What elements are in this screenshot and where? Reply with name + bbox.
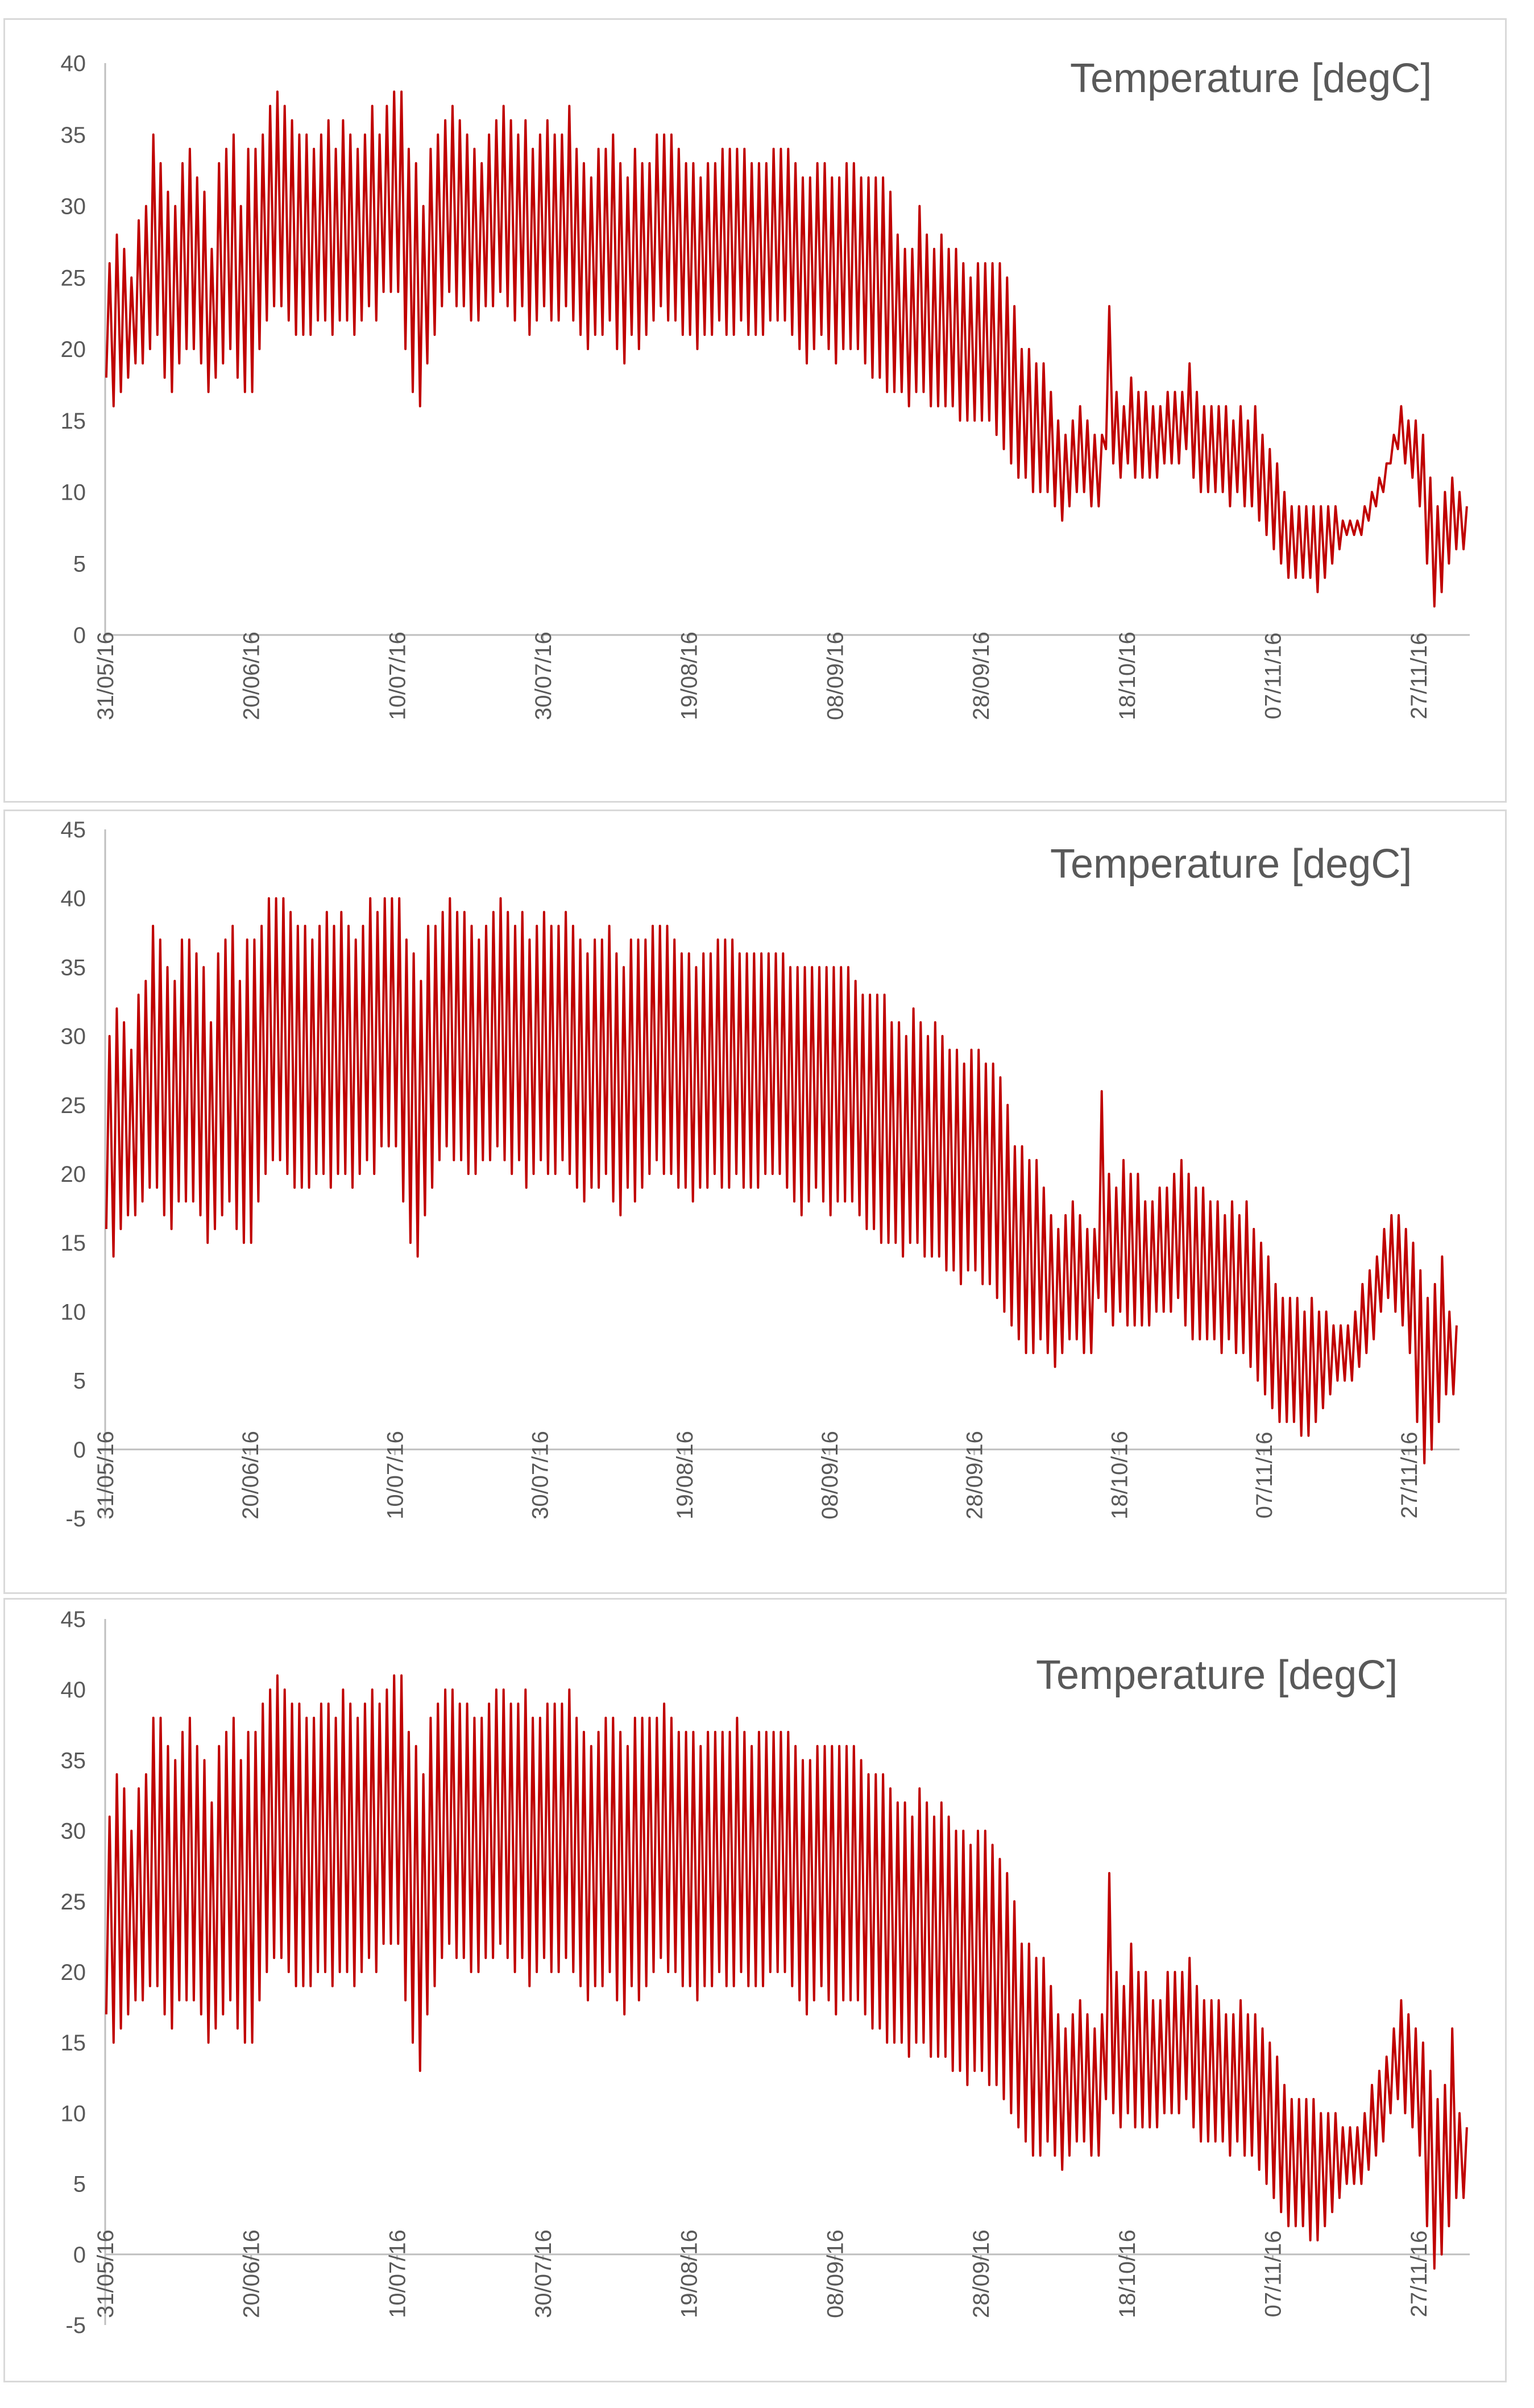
- x-tick-label: 30/07/16: [531, 2230, 556, 2318]
- x-tick-label: 10/07/16: [385, 2230, 410, 2318]
- y-tick-label: 25: [61, 1093, 86, 1118]
- chart-2-series: [105, 897, 1458, 1464]
- chart-1-yticks: 0 5 10 15 20 25 30 35 40: [61, 51, 86, 648]
- chart-1-title: Temperature [degC]: [1070, 56, 1432, 101]
- temperature-chart-2: -5 0 5 10 15 20 25 30 35 40 45 31/05/16 20/06/16 10/…: [3, 809, 1507, 1594]
- y-tick-label: 25: [61, 1890, 86, 1915]
- y-tick-label: 35: [61, 1748, 86, 1773]
- y-tick-label: 45: [61, 1607, 86, 1632]
- x-tick-label: 20/06/16: [239, 2230, 264, 2318]
- chart-3-axes: [104, 1619, 1470, 2325]
- y-tick-label: 15: [61, 2031, 86, 2056]
- y-tick-label: 20: [61, 1162, 86, 1187]
- x-tick-label: 28/09/16: [969, 632, 994, 720]
- x-tick-label: 27/11/16: [1407, 2231, 1432, 2318]
- y-tick-label: 40: [61, 1678, 86, 1703]
- chart-2-title: Temperature [degC]: [1050, 841, 1412, 887]
- temperature-series-line: [105, 1674, 1468, 2270]
- y-tick-label: -5: [65, 2313, 86, 2338]
- chart-3-title: Temperature [degC]: [1036, 1653, 1398, 1698]
- x-tick-label: 10/07/16: [383, 1431, 408, 1519]
- x-tick-label: 30/07/16: [531, 632, 556, 720]
- x-tick-label: 18/10/16: [1115, 2230, 1140, 2318]
- chart-3-svg: -5 0 5 10 15 20 25 30 35 40 45 31/05/16 20/06/16 10/…: [61, 1607, 1470, 2338]
- y-tick-label: 20: [61, 337, 86, 362]
- y-tick-label: 25: [61, 265, 86, 290]
- temperature-chart-1: 0 5 10 15 20 25 30 35 40 31/05/16 20/06/16 10/07/1…: [3, 18, 1507, 803]
- x-tick-label: 08/09/16: [823, 632, 848, 720]
- y-tick-label: 45: [61, 817, 86, 842]
- x-tick-label: 08/09/16: [818, 1431, 843, 1519]
- chart-3-yticks: -5 0 5 10 15 20 25 30 35 40 45: [61, 1607, 86, 2338]
- chart-2-axes: [104, 829, 1460, 1518]
- y-tick-label: 35: [61, 955, 86, 980]
- y-tick-label: 15: [61, 1231, 86, 1256]
- x-tick-label: 18/10/16: [1115, 632, 1140, 720]
- y-tick-label: 20: [61, 1960, 86, 1985]
- chart-3-series: [105, 1674, 1468, 2270]
- y-tick-label: 30: [61, 194, 86, 219]
- temperature-series-line: [105, 897, 1458, 1464]
- y-tick-label: 40: [61, 886, 86, 911]
- x-tick-label: 31/05/16: [93, 1431, 118, 1519]
- y-tick-label: 0: [73, 1438, 86, 1463]
- x-tick-label: 10/07/16: [385, 632, 410, 720]
- y-tick-label: -5: [65, 1506, 86, 1531]
- y-tick-label: 35: [61, 123, 86, 148]
- y-tick-label: 40: [61, 51, 86, 76]
- temperature-chart-3: -5 0 5 10 15 20 25 30 35 40 45 31/05/16 20/06/16 10/…: [3, 1598, 1507, 2382]
- x-tick-label: 28/09/16: [969, 2230, 994, 2318]
- y-tick-label: 10: [61, 480, 86, 505]
- y-tick-label: 5: [73, 551, 86, 576]
- y-tick-label: 30: [61, 1024, 86, 1049]
- x-tick-label: 19/08/16: [673, 1431, 698, 1519]
- chart-2-svg: -5 0 5 10 15 20 25 30 35 40 45 31/05/16 20/06/16 10/…: [61, 817, 1460, 1531]
- chart-2-xticks: 31/05/16 20/06/16 10/07/16 30/07/16 19/08/16…: [93, 1431, 1422, 1519]
- y-tick-label: 10: [61, 2101, 86, 2126]
- x-tick-label: 31/05/16: [93, 632, 118, 720]
- x-tick-label: 20/06/16: [238, 1431, 263, 1519]
- chart-2-yticks: -5 0 5 10 15 20 25 30 35 40 45: [61, 817, 86, 1531]
- y-tick-label: 15: [61, 409, 86, 434]
- temperature-series-line: [105, 90, 1468, 608]
- y-tick-label: 30: [61, 1819, 86, 1844]
- x-tick-label: 31/05/16: [93, 2230, 118, 2318]
- chart-1-series: [105, 90, 1468, 608]
- chart-3-xticks: 31/05/16 20/06/16 10/07/16 30/07/16 19/08/16…: [93, 2230, 1432, 2318]
- chart-1-axes: [104, 63, 1470, 636]
- x-tick-label: 19/08/16: [677, 632, 702, 720]
- x-tick-label: 27/11/16: [1407, 633, 1432, 720]
- chart-1-xticks: 31/05/16 20/06/16 10/07/16 30/07/16 19/08/16…: [93, 632, 1432, 720]
- x-tick-label: 27/11/16: [1397, 1432, 1422, 1519]
- y-tick-label: 5: [73, 1369, 86, 1394]
- x-tick-label: 19/08/16: [677, 2230, 702, 2318]
- x-tick-label: 08/09/16: [823, 2230, 848, 2318]
- chart-1-svg: 0 5 10 15 20 25 30 35 40 31/05/16 20/06/16 10/07/1…: [61, 51, 1470, 720]
- y-tick-label: 10: [61, 1300, 86, 1325]
- x-tick-label: 07/11/16: [1261, 2231, 1286, 2318]
- y-tick-label: 0: [73, 2243, 86, 2268]
- x-tick-label: 28/09/16: [963, 1431, 988, 1519]
- x-tick-label: 30/07/16: [528, 1431, 553, 1519]
- x-tick-label: 07/11/16: [1252, 1432, 1277, 1519]
- y-tick-label: 5: [73, 2172, 86, 2197]
- y-tick-label: 0: [73, 623, 86, 648]
- x-tick-label: 20/06/16: [239, 632, 264, 720]
- x-tick-label: 07/11/16: [1261, 633, 1286, 720]
- x-tick-label: 18/10/16: [1107, 1431, 1132, 1519]
